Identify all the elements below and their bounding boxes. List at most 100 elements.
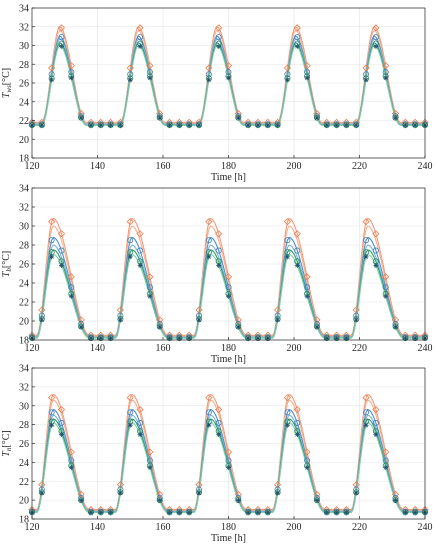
- data-marker: [157, 498, 163, 504]
- data-marker: [136, 230, 144, 238]
- data-marker: [137, 262, 143, 268]
- data-marker: [412, 335, 419, 342]
- data-marker: [146, 448, 154, 456]
- y-tick-label: 34: [19, 364, 29, 375]
- x-tick-label: 160: [156, 161, 171, 172]
- y-tick-label: 18: [19, 154, 29, 165]
- data-marker: [293, 405, 301, 414]
- y-label-symbol: T: [1, 91, 12, 98]
- data-marker: [146, 284, 153, 291]
- data-marker: [196, 317, 202, 323]
- y-tick-label: 20: [19, 496, 29, 507]
- data-marker: [294, 43, 300, 49]
- x-tick-label: 140: [90, 161, 105, 172]
- x-tick-label: 200: [287, 343, 302, 354]
- data-marker: [127, 254, 133, 260]
- data-marker: [226, 75, 231, 81]
- y-tick-label: 26: [19, 260, 29, 271]
- data-marker: [284, 71, 291, 78]
- data-marker: [382, 62, 390, 70]
- data-marker: [293, 230, 301, 238]
- data-marker: [391, 316, 400, 324]
- data-marker: [254, 335, 261, 342]
- data-marker: [324, 335, 330, 341]
- data-marker: [176, 509, 183, 516]
- data-marker: [245, 509, 251, 515]
- data-marker: [49, 422, 55, 428]
- y-tick-label: 30: [19, 222, 29, 233]
- data-marker: [186, 335, 192, 341]
- data-marker: [363, 254, 369, 260]
- data-marker: [127, 71, 134, 78]
- data-marker: [39, 122, 45, 128]
- x-tick-label: 180: [221, 161, 236, 172]
- data-marker: [58, 34, 65, 41]
- data-marker: [393, 498, 399, 504]
- data-marker: [383, 465, 389, 471]
- y-tick-label: 34: [19, 4, 29, 15]
- data-marker: [265, 509, 271, 515]
- data-marker: [97, 335, 104, 342]
- panel-1: 120 140 160 180 200 220 240 18 20 22 24 26 28 30 32 34 T…: [1, 4, 433, 184]
- data-marker: [264, 122, 271, 129]
- data-marker: [117, 490, 123, 496]
- data-marker: [372, 24, 380, 32]
- data-marker: [88, 335, 94, 341]
- data-marker: [126, 218, 134, 226]
- data-marker: [372, 247, 379, 254]
- x-tick-label: 120: [25, 161, 40, 172]
- data-marker: [265, 122, 271, 128]
- data-marker: [402, 122, 409, 129]
- data-marker: [176, 335, 183, 342]
- data-marker: [412, 122, 419, 129]
- data-marker: [254, 122, 261, 129]
- data-marker: [254, 509, 261, 516]
- data-marker: [264, 335, 271, 342]
- data-marker: [186, 509, 193, 516]
- data-marker: [146, 62, 154, 70]
- data-marker: [215, 247, 222, 254]
- data-marker: [383, 75, 389, 81]
- data-marker: [48, 237, 55, 244]
- y-tick-label: 18: [19, 515, 29, 526]
- x-tick-label: 200: [287, 161, 302, 172]
- x-axis-label: Time [h]: [211, 172, 246, 183]
- y-axis-label: Tws[°C]: [1, 68, 13, 98]
- data-marker: [147, 293, 153, 299]
- data-marker: [255, 509, 261, 515]
- y-tick-label: 32: [19, 22, 29, 33]
- data-marker: [304, 75, 310, 81]
- data-marker: [373, 432, 379, 438]
- data-marker: [343, 335, 350, 342]
- data-marker: [117, 317, 123, 323]
- x-tick-label: 220: [352, 522, 367, 533]
- data-marker: [48, 71, 55, 78]
- data-marker: [382, 68, 389, 75]
- data-marker: [126, 64, 134, 72]
- data-marker: [304, 293, 310, 299]
- y-axis-label: Tn[°C]: [1, 430, 13, 456]
- y-tick-label: 20: [19, 317, 29, 328]
- data-marker: [224, 448, 233, 456]
- data-marker: [372, 405, 380, 414]
- y-tick-label: 24: [19, 97, 29, 108]
- data-marker: [97, 509, 104, 516]
- data-marker: [353, 317, 359, 323]
- data-marker: [303, 448, 311, 456]
- data-marker: [382, 284, 389, 291]
- data-marker: [117, 122, 124, 129]
- data-marker: [294, 432, 300, 438]
- data-marker: [67, 273, 75, 281]
- y-tick-label: 20: [19, 135, 29, 146]
- data-marker: [116, 481, 124, 489]
- data-marker: [215, 34, 222, 41]
- y-label-unit: [°C]: [1, 251, 12, 268]
- data-marker: [412, 509, 419, 516]
- data-marker: [78, 324, 84, 330]
- data-marker: [265, 335, 271, 341]
- data-marker: [127, 237, 134, 244]
- y-tick-label: 30: [19, 401, 29, 412]
- data-marker: [38, 122, 45, 129]
- data-marker: [363, 237, 370, 244]
- x-tick-label: 140: [90, 343, 105, 354]
